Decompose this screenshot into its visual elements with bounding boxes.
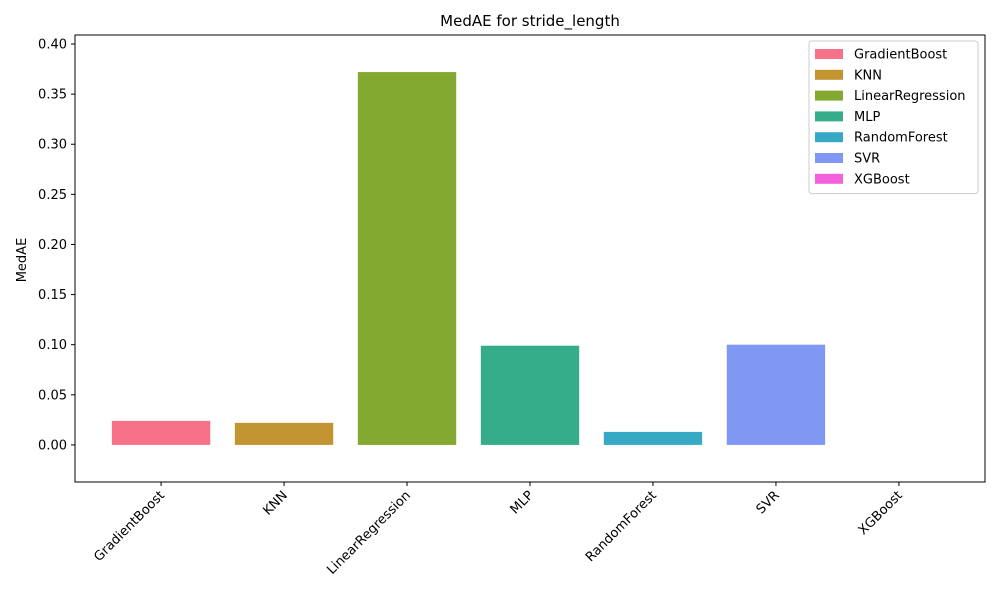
legend-entry: RandomForest [854,131,948,146]
y-tick-label: 0.10 [38,338,67,353]
legend: GradientBoost KNN LinearRegression MLP Rando… [808,40,979,195]
bar-knn [234,422,334,445]
chart-title: MedAE for stride_length [440,12,620,31]
y-tick-label: 0.20 [38,238,67,253]
y-tick-label: 0.35 [38,88,67,103]
x-tick-label: LinearRegression [324,488,413,577]
legend-entry: LinearRegression [854,89,966,104]
x-tick-label: SVR [754,488,783,517]
legend-swatch [815,111,843,122]
x-tick-label: RandomForest [583,488,660,565]
x-tick-label: GradientBoost [91,488,168,565]
legend-swatch [815,49,843,59]
legend-swatch [815,153,843,163]
x-tick-label: KNN [260,488,290,518]
legend-entry: SVR [854,152,880,167]
bar-gradientboost [111,420,211,445]
x-tick-label: MLP [508,488,537,517]
legend-swatch [815,173,843,184]
bar-mlp [480,345,580,445]
bar-linearregression [357,72,457,445]
legend-swatch [815,132,843,143]
y-tick-label: 0.25 [38,188,67,203]
bars [111,72,826,445]
x-tick-label: XGBoost [856,488,906,538]
legend-swatch [815,90,843,101]
y-axis-label: MedAE [15,238,30,283]
legend-entry: GradientBoost [854,48,947,63]
y-tick-label: 0.40 [38,38,67,53]
bar-svr [726,344,826,445]
bar-randomforest [603,431,703,445]
y-axis-ticks: 0.00 0.05 0.10 0.15 0.20 0.25 0.30 0.35 0.40 [38,38,75,453]
y-tick-label: 0.00 [38,438,67,453]
legend-entry: MLP [854,110,880,125]
x-axis-ticks: GradientBoost KNN LinearRegression MLP Rando… [91,482,906,578]
plot-frame [74,34,986,483]
legend-box [808,40,979,195]
y-tick-label: 0.05 [38,388,67,403]
y-tick-label: 0.30 [38,138,67,153]
legend-entry: XGBoost [854,172,910,187]
y-tick-label: 0.15 [38,288,67,303]
legend-swatch [815,69,843,80]
legend-entry: KNN [854,68,882,83]
